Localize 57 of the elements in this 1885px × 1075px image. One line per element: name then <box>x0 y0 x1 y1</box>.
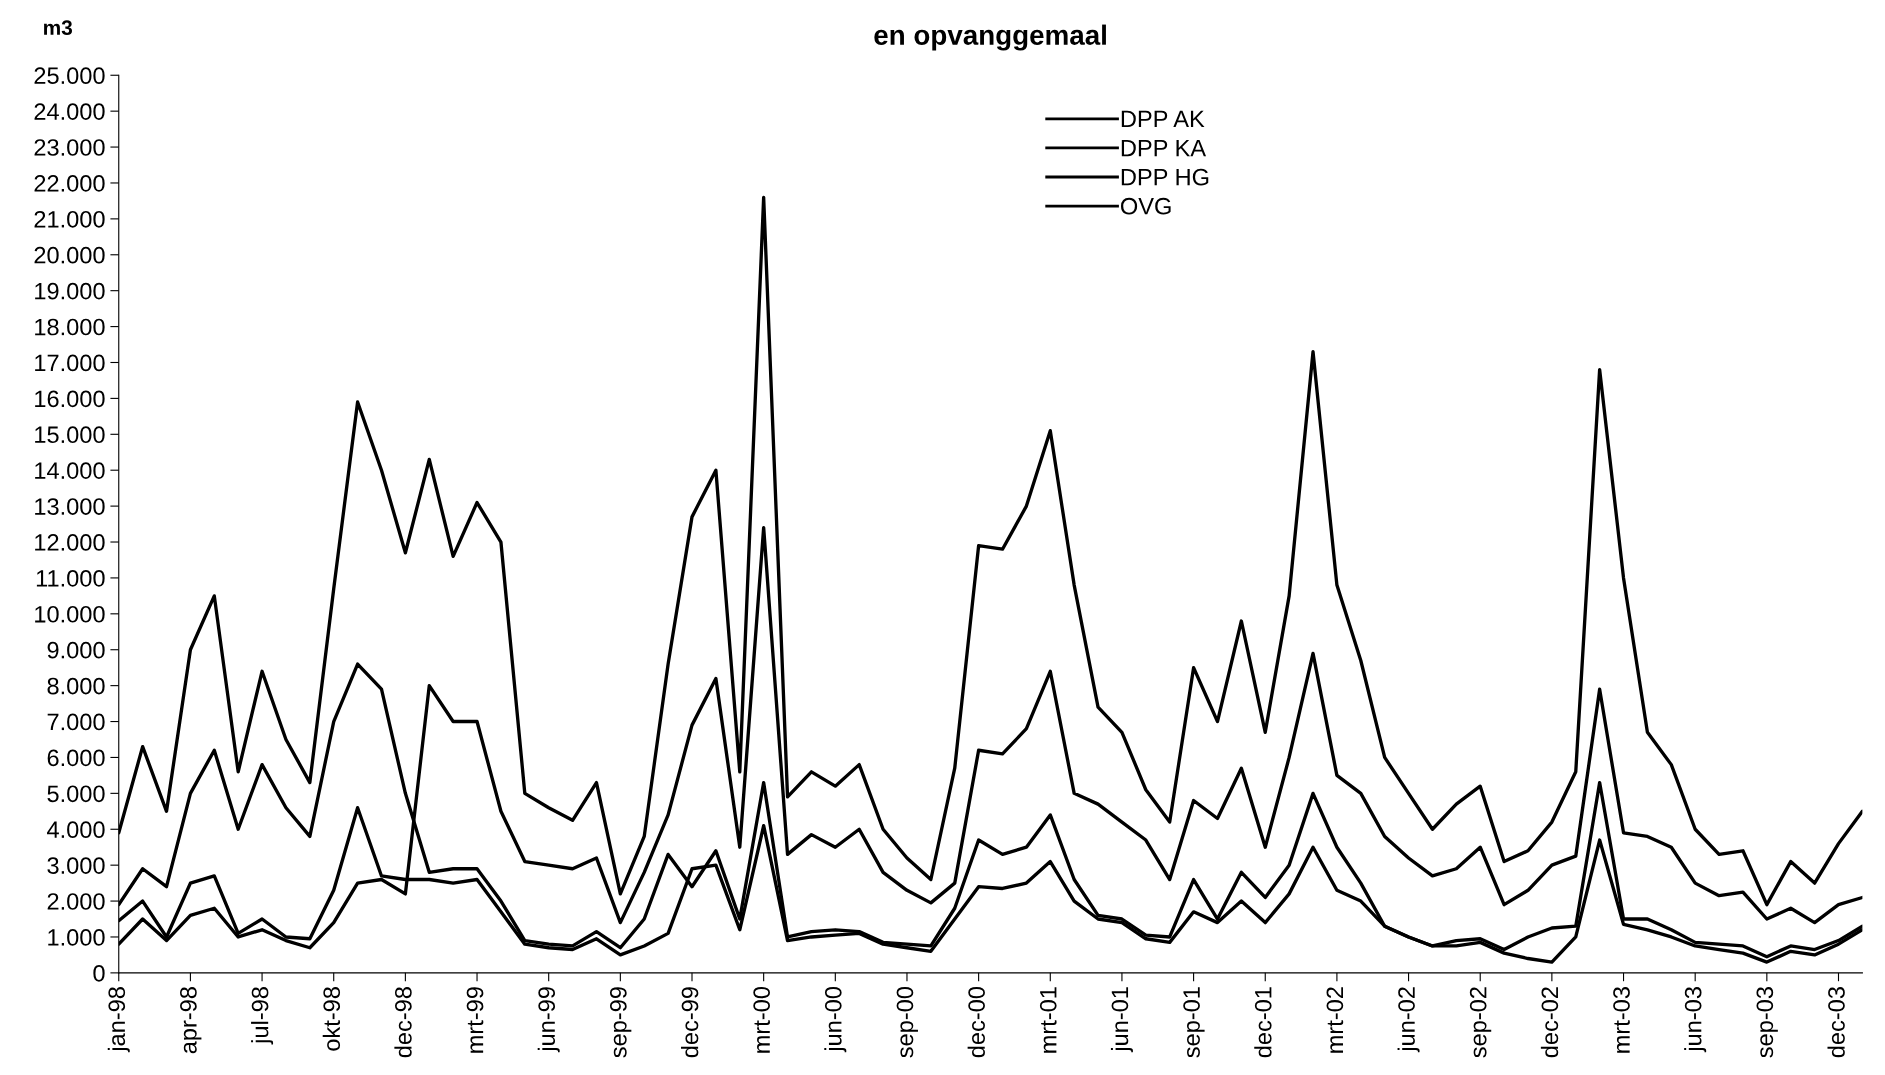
x-tick-label: sep-02 <box>1469 987 1492 1058</box>
legend-label: OVG <box>1121 197 1171 215</box>
legend-label: DPP AK <box>1121 110 1205 128</box>
y-tick-label: 18.000 <box>35 318 105 336</box>
x-tick-label: mrt-99 <box>466 987 484 1053</box>
x-tick-label: jul-98 <box>251 987 274 1045</box>
y-tick-label: 1.000 <box>48 929 105 946</box>
x-tick-label: jun-00 <box>824 986 847 1053</box>
y-tick-label: 7.000 <box>47 713 105 731</box>
y-tick-label: 11.000 <box>36 569 105 587</box>
y-tick-label: 20.000 <box>34 246 105 264</box>
y-tick-label: 17.000 <box>35 354 105 372</box>
y-tick-label: 10.000 <box>35 605 105 623</box>
y-tick-label: 8.000 <box>47 677 105 695</box>
x-tick-label: jan-98 <box>107 987 130 1053</box>
y-tick-label: 0 <box>93 964 105 982</box>
y-tick-label: 19.000 <box>35 282 105 300</box>
x-tick-label: dec-99 <box>681 987 699 1058</box>
y-tick-label: 9.000 <box>47 641 105 659</box>
x-tick-label: mrt-03 <box>1613 987 1630 1053</box>
x-tick-label: mrt-02 <box>1326 987 1344 1053</box>
y-tick-label: 23.000 <box>34 139 105 156</box>
x-tick-label: jun-01 <box>1110 987 1133 1053</box>
y-tick-label: 4.000 <box>47 821 105 839</box>
legend-label: DPP HG <box>1121 168 1209 186</box>
x-tick-label: dec-03 <box>1827 987 1845 1058</box>
y-tick-label: 15.000 <box>35 426 105 444</box>
y-tick-label: 24.000 <box>34 103 105 120</box>
y-tick-label: 12.000 <box>35 534 105 551</box>
legend-label: DPP KA <box>1121 139 1207 157</box>
y-tick-label: 16.000 <box>35 390 105 408</box>
y-tick-label: 14.000 <box>35 462 105 479</box>
x-tick-label: mrt-00 <box>753 986 770 1053</box>
x-tick-label: okt-98 <box>322 987 341 1051</box>
y-axis-title: m3 <box>44 20 73 36</box>
x-tick-label: dec-01 <box>1254 987 1272 1058</box>
y-tick-label: 2.000 <box>47 893 105 910</box>
x-tick-label: sep-00 <box>896 986 918 1058</box>
y-tick-label: 5.000 <box>47 785 105 803</box>
x-tick-label: jun-02 <box>1397 987 1420 1053</box>
chart-title: en opvanggemaal <box>874 24 1106 51</box>
x-tick-label: sep-01 <box>1183 987 1205 1058</box>
y-tick-label: 3.000 <box>47 857 105 874</box>
x-tick-label: sep-03 <box>1756 987 1778 1058</box>
x-tick-label: dec-98 <box>394 987 412 1058</box>
y-tick-label: 6.000 <box>47 749 105 767</box>
y-tick-label: 21.000 <box>34 210 105 228</box>
y-tick-label: 13.000 <box>35 498 105 515</box>
y-tick-label: 25.000 <box>34 67 105 85</box>
x-tick-label: jun-99 <box>537 987 560 1053</box>
x-tick-label: dec-02 <box>1540 987 1559 1058</box>
x-tick-label: sep-99 <box>609 987 632 1058</box>
x-tick-label: jun-03 <box>1684 987 1707 1053</box>
x-tick-label: dec-00 <box>967 986 985 1058</box>
y-tick-label: 22.000 <box>34 175 105 192</box>
x-tick-label: apr-98 <box>180 987 202 1054</box>
x-tick-label: mrt-01 <box>1039 987 1057 1053</box>
